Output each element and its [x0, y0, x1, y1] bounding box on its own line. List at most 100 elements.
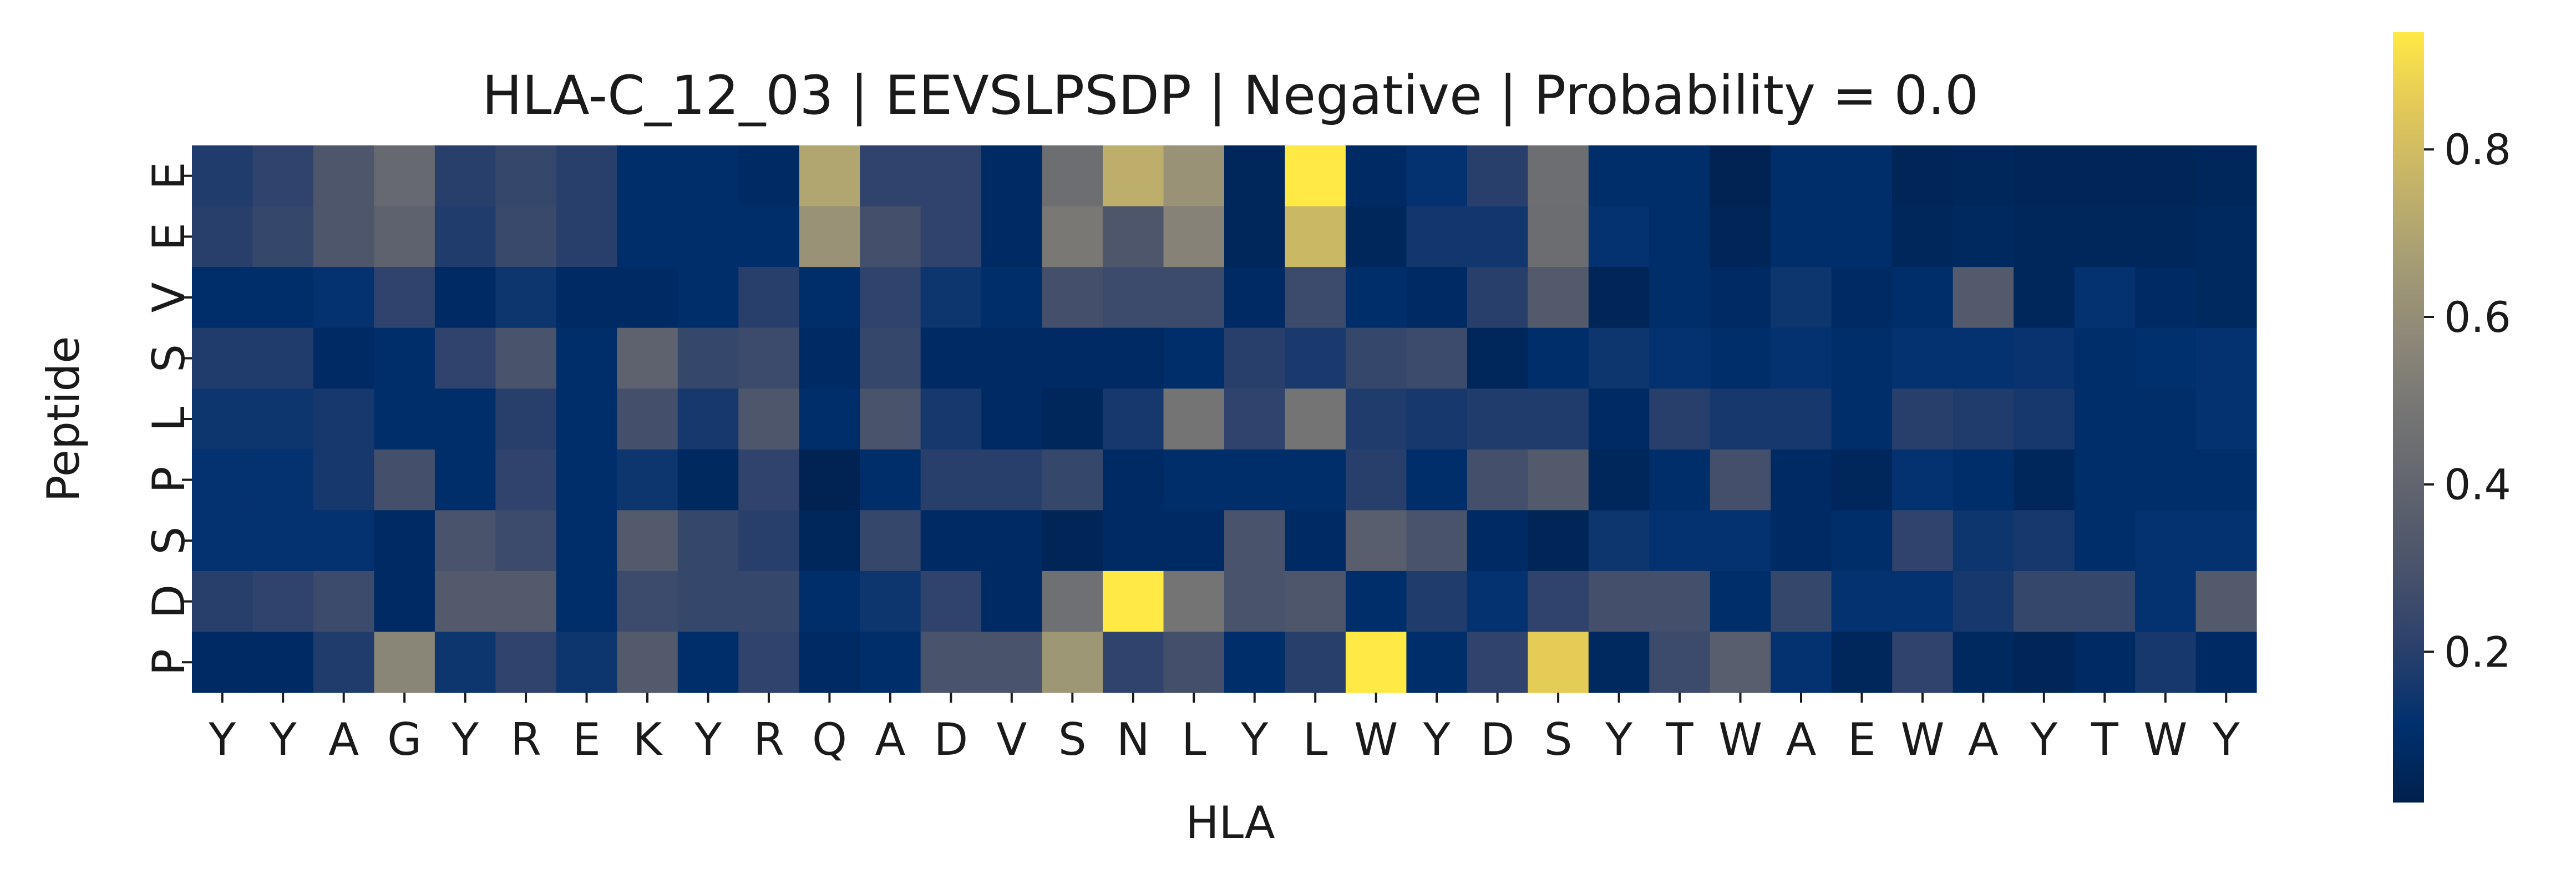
- heatmap-cell: [799, 206, 860, 268]
- heatmap-cell: [1103, 206, 1164, 268]
- heatmap-cell: [192, 510, 253, 572]
- heatmap-cell: [799, 267, 860, 329]
- heatmap-cell: [1710, 206, 1771, 268]
- colorbar: [2393, 32, 2424, 803]
- heatmap-cell: [434, 267, 496, 329]
- heatmap-cell: [1528, 267, 1589, 329]
- heatmap-cell: [1042, 327, 1103, 389]
- heatmap-cell: [981, 510, 1043, 572]
- heatmap-cell: [799, 145, 860, 207]
- heatmap-cell: [1406, 327, 1468, 389]
- heatmap-cell: [2074, 145, 2136, 207]
- heatmap-cell: [2135, 388, 2197, 450]
- y-tick-label: E: [143, 162, 195, 190]
- x-tick-label: Q: [812, 714, 847, 765]
- heatmap-cell: [192, 206, 253, 268]
- heatmap-cell: [1528, 327, 1589, 389]
- heatmap-cell: [2195, 632, 2257, 693]
- x-tick-label: L: [1181, 714, 1206, 765]
- heatmap-cell: [920, 388, 982, 450]
- heatmap-cell: [617, 388, 678, 450]
- heatmap-cell: [1831, 510, 1893, 572]
- heatmap-cell: [1649, 267, 1711, 329]
- x-tick-label: Y: [2030, 714, 2058, 765]
- heatmap-cell: [1224, 206, 1286, 268]
- heatmap-cell: [1163, 327, 1225, 389]
- heatmap-cell: [192, 145, 253, 207]
- heatmap-cell: [1163, 388, 1225, 450]
- heatmap-cell: [2074, 632, 2136, 693]
- heatmap-cell: [860, 327, 921, 389]
- heatmap-cell: [1528, 388, 1589, 450]
- heatmap-cell: [1953, 510, 2014, 572]
- heatmap-cell: [1771, 327, 1832, 389]
- heatmap-cell: [1285, 510, 1346, 572]
- heatmap-cell: [920, 267, 982, 329]
- heatmap-cell: [1467, 449, 1528, 511]
- heatmap-cell: [1467, 327, 1528, 389]
- heatmap-cell: [677, 145, 739, 207]
- heatmap-cell: [1892, 449, 1954, 511]
- heatmap-cell: [1831, 632, 1893, 693]
- heatmap-cell: [1771, 571, 1832, 633]
- heatmap-cell: [556, 388, 617, 450]
- heatmap-cell: [1042, 388, 1103, 450]
- heatmap-cell: [1710, 510, 1771, 572]
- heatmap-cell: [1103, 327, 1164, 389]
- heatmap-cell: [799, 510, 860, 572]
- heatmap-cell: [799, 632, 860, 693]
- colorbar-tick-label: 0.4: [2444, 460, 2511, 509]
- heatmap-cell: [1892, 571, 1954, 633]
- heatmap-cell: [2074, 327, 2136, 389]
- heatmap-cell: [313, 206, 375, 268]
- heatmap-cell: [981, 632, 1043, 693]
- heatmap-cell: [313, 449, 375, 511]
- heatmap-cell: [252, 632, 314, 693]
- heatmap-cell: [799, 571, 860, 633]
- heatmap-cell: [1528, 571, 1589, 633]
- x-tick-label: D: [934, 714, 968, 765]
- heatmap-cell: [738, 327, 800, 389]
- heatmap-cell: [1710, 267, 1771, 329]
- heatmap-cell: [1528, 510, 1589, 572]
- heatmap-cell: [1528, 632, 1589, 693]
- heatmap-cell: [1528, 449, 1589, 511]
- heatmap-cell: [860, 571, 921, 633]
- heatmap-cell: [495, 206, 557, 268]
- heatmap-cell: [617, 510, 678, 572]
- heatmap-cell: [738, 449, 800, 511]
- heatmap-cell: [1710, 449, 1771, 511]
- heatmap-cell: [1771, 267, 1832, 329]
- chart-title: HLA-C_12_03 | EEVSLPSDP | Negative | Pro…: [482, 64, 1979, 127]
- heatmap-cell: [2135, 449, 2197, 511]
- x-tick-label: S: [1544, 714, 1573, 765]
- heatmap-cell: [981, 571, 1043, 633]
- heatmap-cell: [2195, 145, 2257, 207]
- heatmap-cell: [1163, 206, 1225, 268]
- heatmap-cell: [252, 510, 314, 572]
- heatmap-cell: [2074, 206, 2136, 268]
- heatmap-cell: [313, 571, 375, 633]
- heatmap-cell: [1892, 267, 1954, 329]
- x-tick-label: Y: [451, 714, 479, 765]
- heatmap-cell: [1345, 327, 1407, 389]
- heatmap-cell: [434, 510, 496, 572]
- heatmap-cell: [495, 388, 557, 450]
- heatmap-cell: [374, 510, 435, 572]
- heatmap-cell: [920, 632, 982, 693]
- y-tick-label: S: [143, 527, 195, 555]
- heatmap-cell: [434, 449, 496, 511]
- heatmap-cell: [313, 267, 375, 329]
- heatmap-cell: [981, 327, 1043, 389]
- heatmap-cell: [1892, 632, 1954, 693]
- heatmap-cell: [374, 449, 435, 511]
- heatmap-cell: [1831, 145, 1893, 207]
- heatmap-cell: [2195, 510, 2257, 572]
- heatmap-cell: [920, 327, 982, 389]
- heatmap-cell: [1345, 571, 1407, 633]
- heatmap-cell: [374, 327, 435, 389]
- x-tick-label: W: [2143, 714, 2187, 765]
- heatmap-cell: [374, 632, 435, 693]
- heatmap-cell: [192, 571, 253, 633]
